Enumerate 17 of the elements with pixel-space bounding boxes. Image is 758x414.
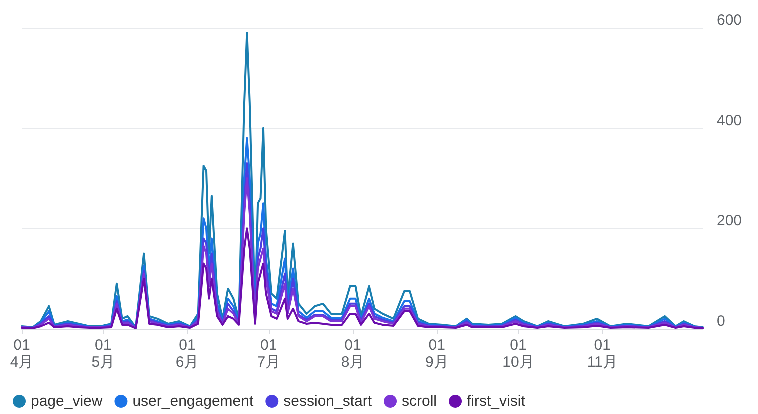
x-tick-label: 01 9月: [425, 337, 449, 371]
legend-label: user_engagement: [132, 393, 254, 410]
x-tick-label: 01 10月: [502, 337, 534, 371]
y-tick-label: 0: [717, 313, 726, 330]
y-tick-label: 200: [717, 212, 742, 230]
legend-label: page_view: [31, 393, 103, 410]
legend-label: scroll: [402, 393, 438, 410]
x-tick-label: 01 4月: [10, 337, 34, 371]
x-tick-label: 01 11月: [587, 337, 618, 371]
x-tick-label: 01 7月: [257, 337, 281, 371]
legend-label: session_start: [284, 393, 373, 410]
legend-label: first_visit: [467, 393, 526, 410]
y-tick-label: 400: [717, 112, 742, 130]
x-tick-label: 01 5月: [92, 337, 116, 371]
x-tick-label: 01 6月: [176, 337, 200, 371]
x-tick-label: 01 8月: [341, 337, 365, 371]
y-tick-label: 600: [717, 12, 742, 29]
